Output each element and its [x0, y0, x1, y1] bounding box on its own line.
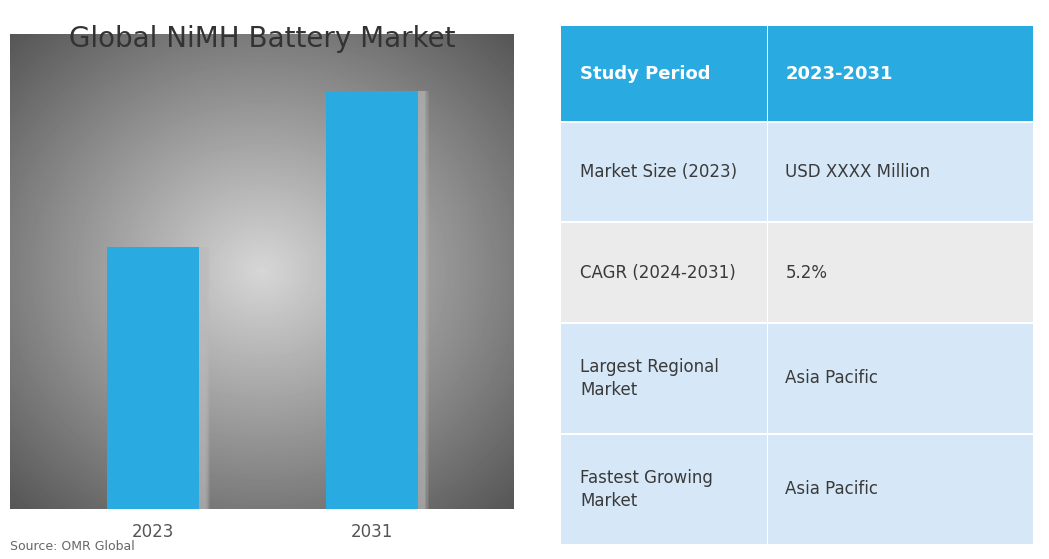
Text: CAGR (2024-2031): CAGR (2024-2031) — [580, 263, 735, 282]
Text: Source: OMR Global: Source: OMR Global — [10, 541, 135, 553]
Bar — [112, 247, 209, 518]
Text: Asia Pacific: Asia Pacific — [786, 480, 878, 499]
Bar — [114, 247, 207, 518]
Text: Largest Regional
Market: Largest Regional Market — [580, 358, 719, 399]
Text: Global NiMH Battery Market: Global NiMH Battery Market — [69, 25, 455, 53]
Text: Market Size (2023): Market Size (2023) — [580, 163, 737, 181]
Text: USD XXXX Million: USD XXXX Million — [786, 163, 930, 181]
Text: 5.2%: 5.2% — [786, 263, 828, 282]
Bar — [331, 91, 428, 518]
Bar — [113, 247, 208, 518]
Bar — [333, 91, 427, 518]
Text: Study Period: Study Period — [580, 64, 710, 83]
Text: Asia Pacific: Asia Pacific — [786, 369, 878, 387]
Bar — [334, 91, 425, 518]
Text: Fastest Growing
Market: Fastest Growing Market — [580, 468, 713, 510]
Text: 2023-2031: 2023-2031 — [786, 64, 893, 83]
Bar — [111, 247, 210, 518]
Bar — [330, 91, 429, 518]
Bar — [107, 247, 198, 509]
Bar — [326, 91, 418, 509]
